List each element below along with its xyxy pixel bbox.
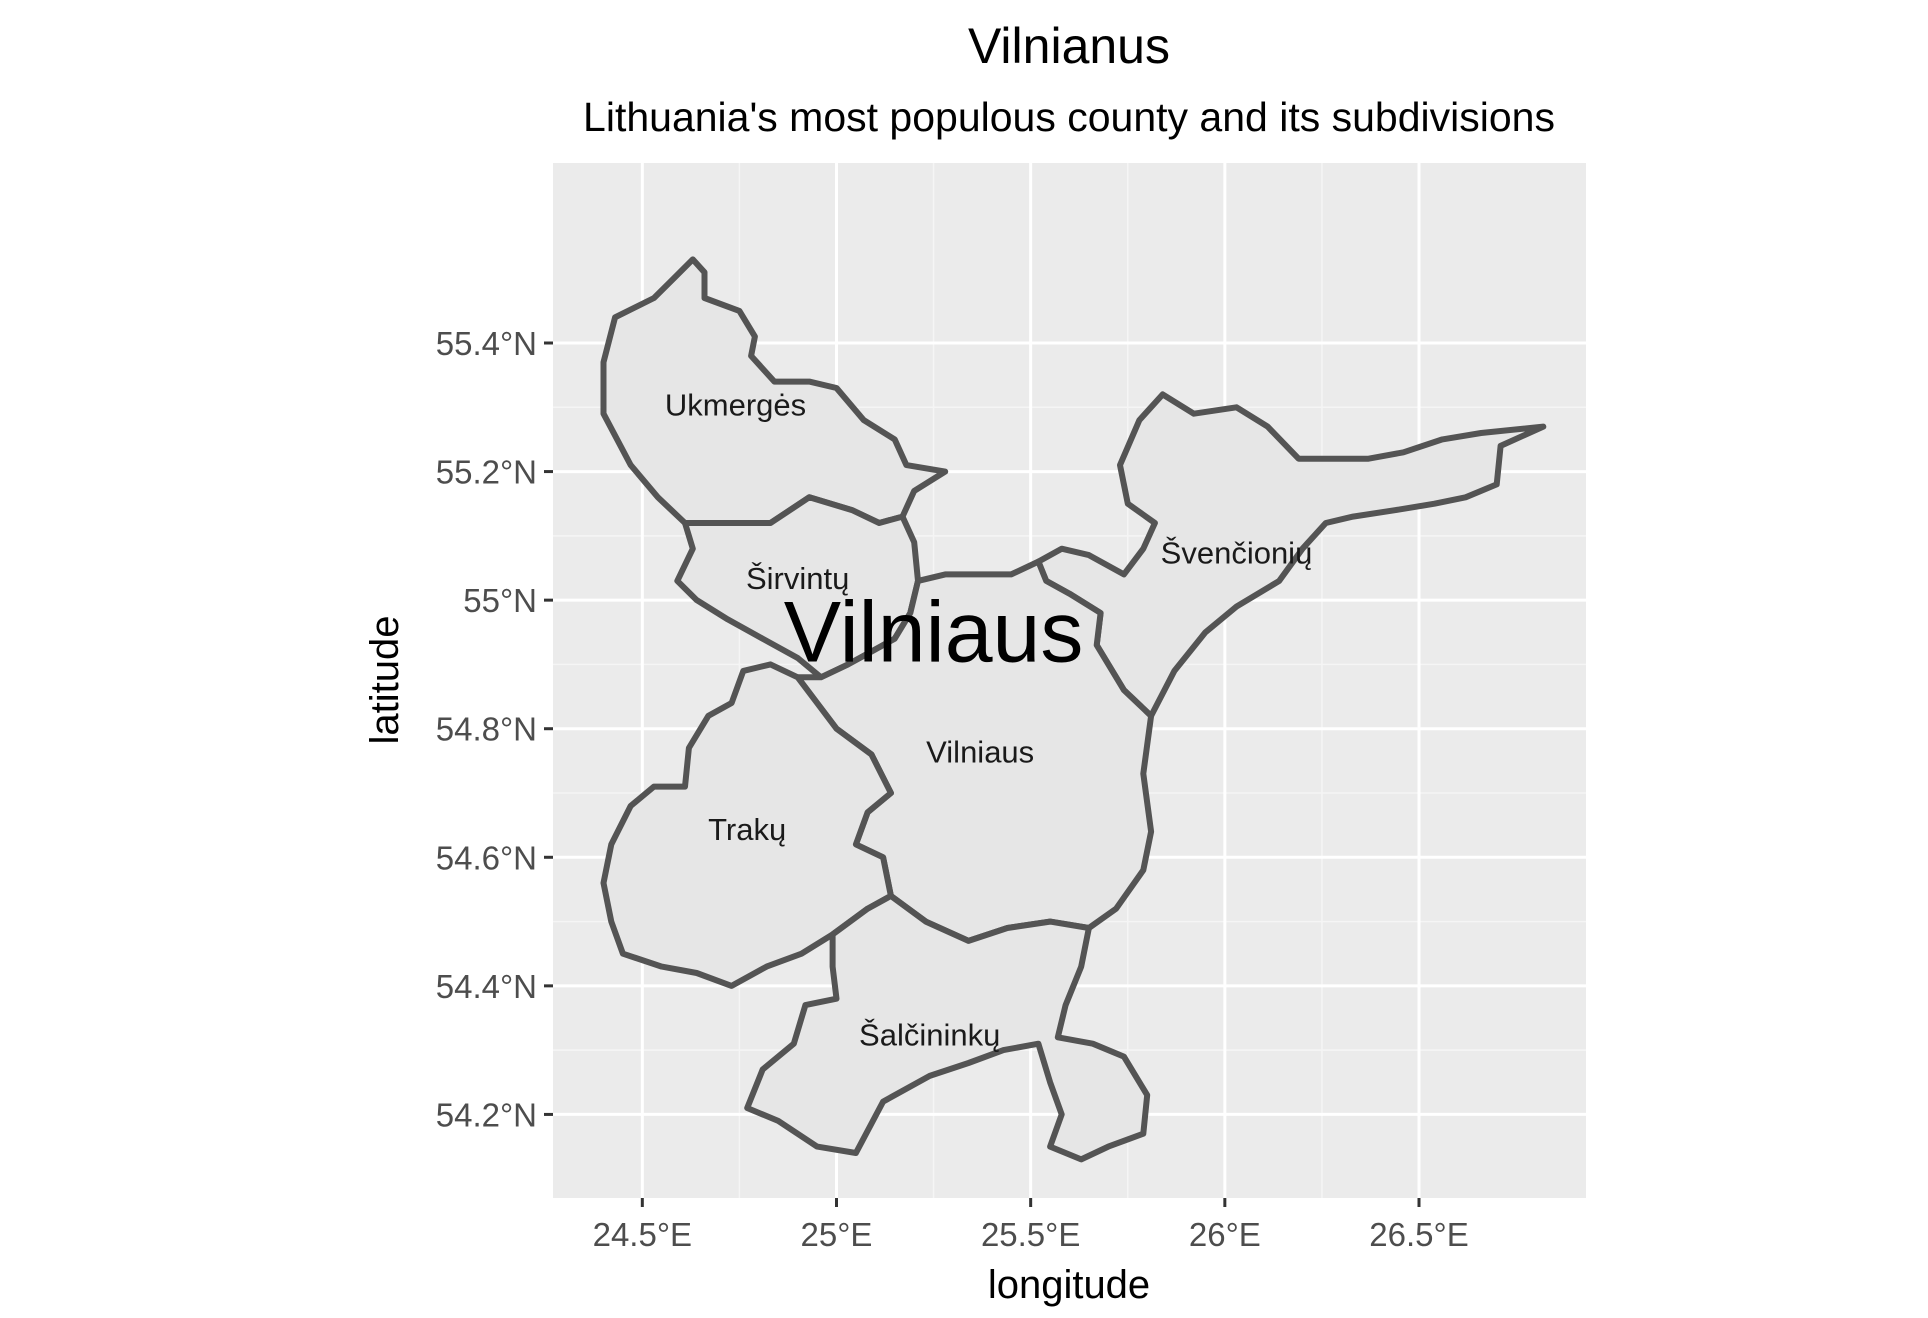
x-tick-label: 25°E — [801, 1216, 873, 1253]
x-tick-label: 26°E — [1189, 1216, 1261, 1253]
region-salcininku — [744, 892, 1151, 1163]
x-axis-label: longitude — [988, 1263, 1150, 1307]
chart-title: Vilnianus — [968, 18, 1170, 74]
x-tick-label: 24.5°E — [593, 1216, 692, 1253]
region-traku — [600, 661, 894, 989]
region-label-svencioniu: Švenčionių — [1161, 535, 1313, 570]
region-label-ukmerges: Ukmergės — [665, 387, 806, 422]
region-label-salcininku: Šalčininkų — [859, 1017, 1000, 1052]
region-label-sirvintu: Širvintų — [746, 561, 849, 596]
y-tick-label: 54.4°N — [436, 968, 537, 1005]
axes: 24.5°E 25°E 25.5°E 26°E 26.5°E 54.2°N 54.4°N 54… — [436, 325, 1469, 1253]
region-polygons — [600, 256, 1547, 1163]
y-tick-label: 55.2°N — [436, 454, 537, 491]
y-tick-label: 55°N — [463, 582, 537, 619]
x-tick-label: 26.5°E — [1369, 1216, 1468, 1253]
region-label-vilniaus: Vilniaus — [926, 735, 1034, 770]
y-tick-label: 54.8°N — [436, 711, 537, 748]
y-axis-label: latitude — [363, 616, 407, 745]
region-label-traku: Trakų — [708, 812, 786, 847]
county-label: Vilniaus — [784, 584, 1084, 680]
y-tick-label: 54.2°N — [436, 1096, 537, 1133]
y-tick-label: 55.4°N — [436, 325, 537, 362]
chart-subtitle: Lithuania's most populous county and its… — [583, 94, 1555, 140]
region-svencioniu — [1035, 391, 1547, 719]
region-labels: Ukmergės Širvintų Švenčionių Vilniaus Trakų Š… — [665, 387, 1312, 1052]
y-tick-label: 54.6°N — [436, 839, 537, 876]
x-tick-label: 25.5°E — [981, 1216, 1080, 1253]
